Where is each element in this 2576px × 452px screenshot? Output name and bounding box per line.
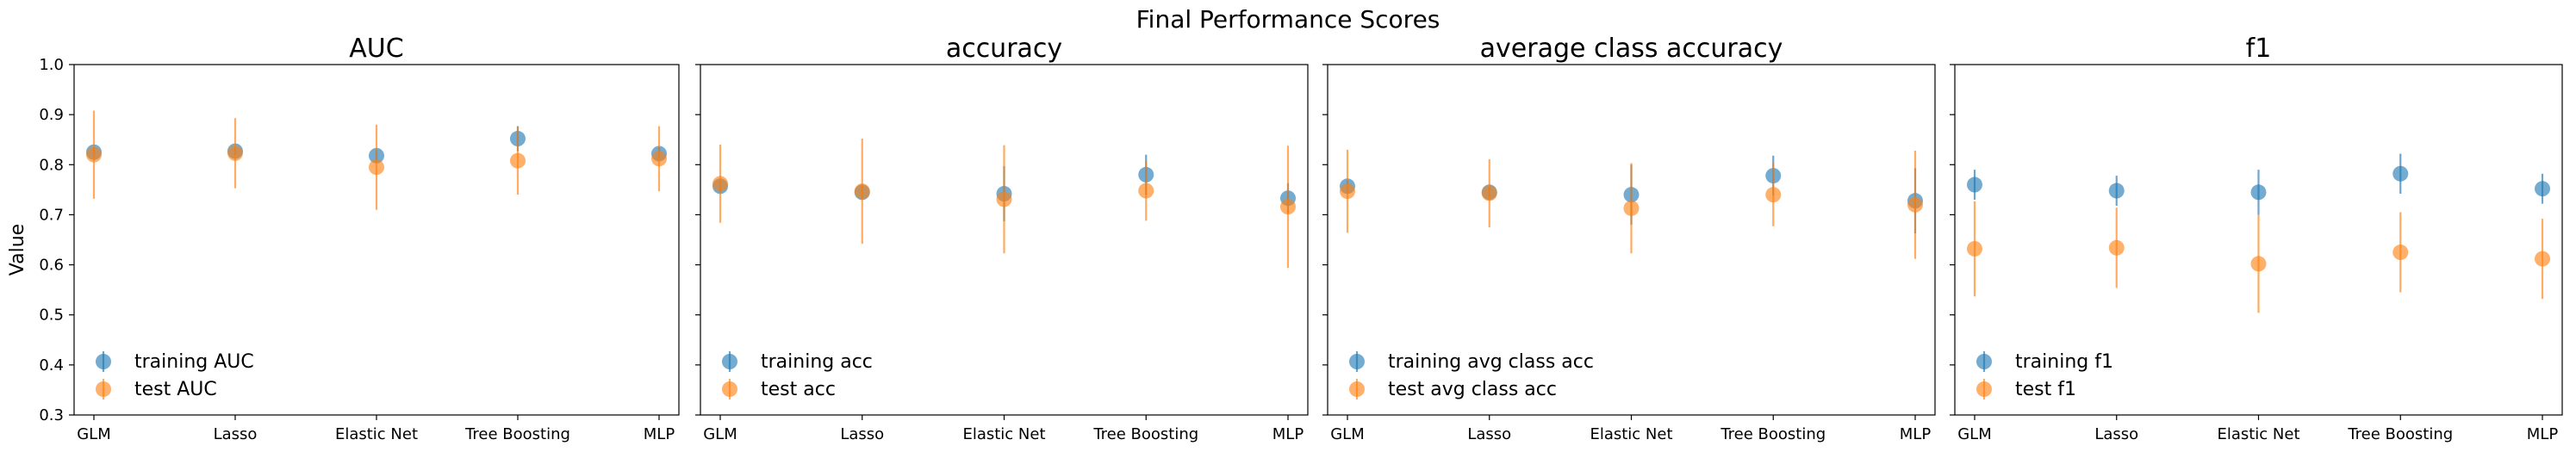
x-tick-label: Tree Boosting	[464, 425, 570, 443]
legend-marker	[1976, 381, 1992, 397]
legend-marker	[722, 381, 737, 397]
x-tick-label: Tree Boosting	[1720, 425, 1826, 443]
legend-label: test acc	[761, 379, 836, 400]
y-tick-label: 0.4	[39, 356, 64, 375]
legend-label: training f1	[2015, 351, 2113, 373]
series-test	[1967, 201, 2550, 313]
panel-2: accuracy GLM Lasso Elastic Net Tree Boosting…	[695, 34, 1309, 443]
legend-frame	[1963, 343, 1977, 406]
y-tick-label: 0.8	[39, 156, 64, 174]
data-point	[854, 183, 870, 200]
x-tick-label: GLM	[703, 425, 737, 443]
x-tick-label: Elastic Net	[1590, 425, 1672, 443]
x-tick-label: Tree Boosting	[2347, 425, 2453, 443]
panel-title: accuracy	[946, 34, 1062, 64]
axes-frame	[1327, 64, 1936, 416]
x-tick-label: Lasso	[214, 425, 258, 443]
legend: training f1 test f1	[1963, 343, 2113, 406]
data-point	[651, 151, 667, 167]
series-test	[1340, 149, 1923, 259]
x-tick-label: GLM	[1330, 425, 1365, 443]
data-point	[2392, 165, 2409, 182]
data-point	[1967, 240, 1982, 257]
data-point	[2250, 256, 2267, 272]
series-training	[1967, 153, 2550, 215]
data-point	[996, 191, 1012, 207]
legend: training acc test acc	[709, 343, 873, 406]
y-tick-label: 0.7	[39, 206, 64, 224]
panel-4: f1 GLM Lasso Elastic Net Tree Boosting MLP tra…	[1950, 34, 2563, 443]
x-tick-label: Lasso	[1467, 425, 1511, 443]
data-point	[1765, 187, 1782, 203]
panel-title: AUC	[349, 34, 403, 64]
x-tick-label: MLP	[1272, 425, 1304, 443]
y-tick-label: 0.9	[39, 106, 64, 124]
panel-title: f1	[2246, 34, 2272, 64]
x-tick-label: GLM	[1957, 425, 1992, 443]
data-point	[369, 159, 384, 176]
panel-3: average class accuracy GLM Lasso Elastic Ne…	[1322, 34, 1936, 443]
legend-frame	[83, 343, 96, 406]
data-point	[712, 176, 728, 192]
axes-frame	[700, 64, 1309, 416]
x-tick-label: Elastic Net	[962, 425, 1045, 443]
data-point	[2535, 181, 2550, 197]
x-tick-label: Elastic Net	[2217, 425, 2299, 443]
axes-frame	[73, 64, 680, 416]
legend-frame	[1336, 343, 1350, 406]
figure-suptitle: Final Performance Scores	[1136, 5, 1440, 34]
legend: training avg class acc test avg class acc	[1336, 343, 1594, 406]
legend-label: test avg class acc	[1388, 379, 1557, 400]
series-test	[712, 139, 1296, 269]
y-tick-label: 0.5	[39, 306, 64, 325]
x-tick-label: Lasso	[2094, 425, 2138, 443]
data-point	[2535, 251, 2550, 267]
data-point	[1481, 185, 1497, 201]
panels: AUC 0.3 0.4 0.5 0.6 0.7 0.8 0.9 1.0 GLM Lasso Elast…	[39, 34, 2563, 443]
x-tick-label: MLP	[1900, 425, 1932, 443]
legend-label: test f1	[2015, 379, 2076, 400]
x-tick-label: MLP	[2527, 425, 2559, 443]
y-axis-label: Value	[7, 224, 28, 276]
data-point	[2250, 184, 2267, 201]
legend-marker	[96, 381, 111, 397]
legend-marker	[96, 354, 111, 369]
x-tick-label: MLP	[644, 425, 675, 443]
legend-frame	[709, 343, 723, 406]
legend-label: test AUC	[134, 379, 217, 400]
data-point	[1623, 200, 1640, 216]
data-point	[2392, 245, 2409, 261]
data-point	[1280, 199, 1296, 215]
data-point	[510, 152, 526, 169]
y-tick-label: 1.0	[39, 56, 64, 74]
data-point	[2108, 239, 2125, 256]
legend-marker	[1976, 354, 1992, 369]
legend-marker	[1349, 381, 1365, 397]
data-point	[1138, 183, 1154, 199]
y-tick-label: 0.6	[39, 257, 64, 275]
data-point	[86, 146, 102, 163]
legend: training AUC test AUC	[83, 343, 254, 406]
axes-frame	[1954, 64, 2563, 416]
panel-title: average class accuracy	[1480, 34, 1783, 64]
data-point	[227, 145, 243, 161]
x-tick-label: Tree Boosting	[1092, 425, 1198, 443]
data-point	[1340, 183, 1355, 200]
legend-marker	[722, 354, 737, 369]
data-point	[1967, 176, 1982, 193]
y-tick-label: 0.3	[39, 406, 64, 424]
panel-1: AUC 0.3 0.4 0.5 0.6 0.7 0.8 0.9 1.0 GLM Lasso Elast…	[39, 34, 680, 443]
data-point	[1907, 196, 1923, 213]
x-tick-label: Elastic Net	[335, 425, 418, 443]
x-tick-label: Lasso	[840, 425, 884, 443]
legend-label: training avg class acc	[1388, 351, 1594, 373]
legend-label: training acc	[761, 351, 873, 373]
series-test	[86, 110, 667, 210]
data-point	[2108, 183, 2125, 199]
x-tick-label: GLM	[77, 425, 111, 443]
legend-label: training AUC	[134, 351, 254, 373]
legend-marker	[1349, 354, 1365, 369]
